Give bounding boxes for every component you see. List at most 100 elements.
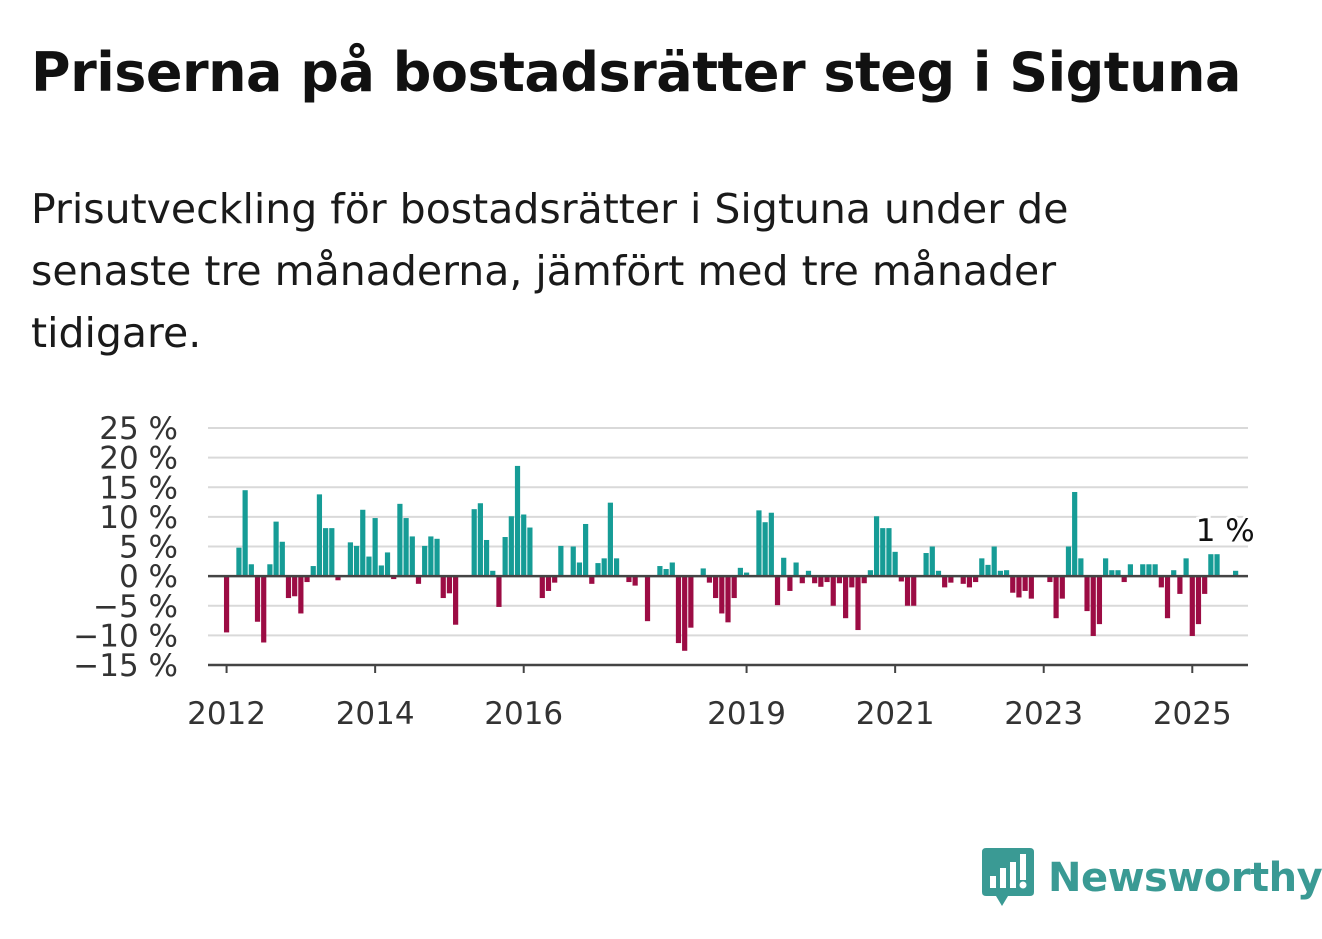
bar xyxy=(719,576,725,614)
bar xyxy=(682,576,688,651)
bar xyxy=(1164,576,1171,619)
bar xyxy=(446,576,453,594)
bar xyxy=(403,518,409,577)
axes xyxy=(208,574,1248,667)
bar xyxy=(1146,564,1152,577)
bar xyxy=(329,528,335,577)
bar xyxy=(818,576,824,587)
bar xyxy=(997,570,1003,577)
annotation: 1 % xyxy=(1193,510,1258,552)
bar xyxy=(223,576,230,633)
bar xyxy=(384,552,391,577)
bar xyxy=(626,576,632,583)
bar xyxy=(477,503,483,577)
bar xyxy=(1059,576,1065,599)
bar xyxy=(669,562,675,577)
bar xyxy=(1152,564,1158,577)
bar xyxy=(378,565,384,577)
bar xyxy=(923,553,929,577)
bar xyxy=(236,547,242,577)
bar xyxy=(1047,576,1053,583)
bar xyxy=(1183,558,1189,577)
bar xyxy=(1189,576,1195,636)
bar xyxy=(762,522,768,577)
bar xyxy=(267,564,273,577)
bar xyxy=(1084,576,1090,612)
bar xyxy=(595,563,601,577)
bar xyxy=(360,509,366,577)
bar xyxy=(985,564,991,577)
bar xyxy=(830,576,836,606)
newsworthy-logo-icon xyxy=(982,848,1034,906)
bar xyxy=(409,536,415,577)
bar xyxy=(353,545,360,577)
bar xyxy=(1103,558,1109,577)
bar xyxy=(316,494,323,577)
bar xyxy=(948,576,954,583)
bar xyxy=(323,528,329,577)
bar xyxy=(527,527,533,577)
bar xyxy=(843,576,849,619)
bar xyxy=(880,528,886,577)
bar xyxy=(1010,576,1016,593)
bars xyxy=(223,465,1239,651)
bar xyxy=(1022,576,1028,591)
bar-chart: 25 %20 %15 %10 %5 %0 %−5 %−10 %−15 % 201… xyxy=(73,411,1258,732)
bar xyxy=(781,557,787,577)
bar xyxy=(824,576,830,583)
bar xyxy=(292,576,298,597)
bar xyxy=(304,576,310,583)
bar xyxy=(298,576,304,614)
bar xyxy=(422,545,428,577)
bar xyxy=(892,551,898,577)
bar xyxy=(545,576,552,591)
bar xyxy=(966,576,973,588)
bar xyxy=(434,538,440,577)
bar xyxy=(254,576,261,622)
y-tick-label: 10 % xyxy=(99,500,178,536)
bar xyxy=(576,562,583,577)
bar xyxy=(483,539,490,577)
bar xyxy=(366,556,372,577)
x-axis-labels: 2012 2014 2016 2019 2021 2023 2025 xyxy=(187,665,1232,732)
bar xyxy=(1096,576,1103,625)
bar xyxy=(552,576,558,583)
bar xyxy=(1195,576,1202,625)
bar xyxy=(725,576,731,623)
bar xyxy=(1177,576,1183,594)
bar xyxy=(335,576,341,581)
y-tick-label: −5 % xyxy=(93,589,178,625)
bar xyxy=(774,576,781,606)
bar xyxy=(855,576,861,631)
bar xyxy=(589,576,595,584)
bar xyxy=(867,570,873,577)
bar xyxy=(657,566,663,577)
bar xyxy=(415,576,422,584)
bar xyxy=(471,509,477,577)
bar xyxy=(391,576,397,580)
bar xyxy=(1158,576,1164,588)
y-tick-label: −15 % xyxy=(73,648,178,684)
bar xyxy=(700,568,706,577)
bar xyxy=(849,576,855,588)
bar xyxy=(861,576,867,584)
bar xyxy=(805,570,812,577)
bar xyxy=(1115,570,1121,577)
bar xyxy=(261,576,267,643)
annotation-label: 1 % xyxy=(1196,513,1255,549)
bar xyxy=(397,503,403,577)
bar xyxy=(886,528,892,577)
bar xyxy=(632,576,638,586)
bar xyxy=(570,546,576,577)
bar xyxy=(1214,554,1220,577)
bar xyxy=(583,523,589,577)
bar xyxy=(787,576,793,591)
bar xyxy=(1090,576,1096,636)
y-axis-labels: 25 %20 %15 %10 %5 %0 %−5 %−10 %−15 % xyxy=(73,411,178,684)
bar xyxy=(737,567,743,577)
bar xyxy=(942,576,948,588)
brand-logo: Newsworthy xyxy=(982,848,1322,908)
bar xyxy=(756,510,762,577)
y-tick-label: 5 % xyxy=(119,530,178,566)
y-tick-label: −10 % xyxy=(73,618,178,654)
